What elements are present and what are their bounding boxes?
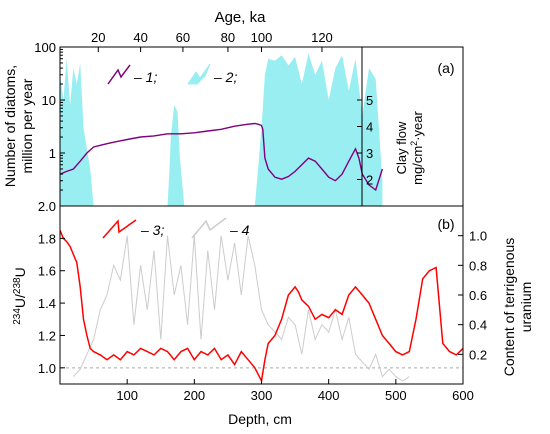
age-tick-label: 20 <box>91 30 105 45</box>
diatom-tick-label: 10 <box>42 93 56 108</box>
depth-tick-label: 400 <box>318 388 340 403</box>
y-left-axis-title-a: Number of diatoms, million per year <box>2 65 35 187</box>
diatom-tick-label: 100 <box>34 40 56 55</box>
panel-b-label: (b) <box>437 216 454 232</box>
y-left-title-b-end: U <box>12 267 28 277</box>
series-4-line <box>73 235 410 382</box>
x-axis-title: Depth, cm <box>228 411 292 427</box>
series-2-area <box>60 53 383 206</box>
legend-b: – 3; – 4 <box>102 217 250 239</box>
age-tick-label: 60 <box>176 30 190 45</box>
axis-ticks: 20 40 60 80 100 12011010023451.01.21.41.61.82… <box>34 30 487 403</box>
legend-1-swatch <box>107 64 131 85</box>
y-left-title-b: 234U/238U <box>12 267 28 325</box>
depth-tick-label: 300 <box>251 388 273 403</box>
series-3-line <box>60 230 463 384</box>
clay-tick-label: 5 <box>366 93 373 108</box>
ratio-tick-label: 1.0 <box>38 361 56 376</box>
y-left-title-b-sup1: 234 <box>12 308 23 325</box>
y-right-title-a-post: ·year <box>410 111 425 141</box>
legend-4-label: – 4 <box>229 222 250 238</box>
y-right-title-a-pre: mg/cm <box>410 146 425 185</box>
y-right-axis-title-b: Content of terrigenous uranium <box>501 238 534 377</box>
y-left-title-a-line2: million per year <box>19 78 35 173</box>
clay-tick-label: 3 <box>366 146 373 161</box>
panel-b-frame <box>59 205 464 385</box>
panel-a-label: (a) <box>437 60 454 76</box>
diatom-line-layer <box>60 122 384 192</box>
y-left-title-b-mid: U/ <box>12 294 28 308</box>
y-right-title-b-line1: Content of terrigenous <box>501 238 517 377</box>
uranium-ratio-layer <box>60 230 463 384</box>
terrigenous-tick-label: 0.8 <box>469 258 487 273</box>
ratio-tick-label: 1.2 <box>38 328 56 343</box>
ratio-tick-label: 1.4 <box>38 296 56 311</box>
terrigenous-tick-label: 0.2 <box>469 347 487 362</box>
terrigenous-tick-label: 0.6 <box>469 288 487 303</box>
legend-3-swatch <box>102 219 137 239</box>
diatom-area-layer <box>60 53 383 206</box>
legend-4-swatch <box>191 217 227 239</box>
terrigenous-uranium-layer <box>73 235 410 382</box>
terrigenous-tick-label: 0.4 <box>469 318 487 333</box>
legend-2-swatch <box>187 63 211 85</box>
clay-tick-label: 4 <box>366 120 373 135</box>
depth-tick-label: 600 <box>452 388 474 403</box>
legend-2-label: – 2; <box>213 69 237 85</box>
depth-tick-label: 500 <box>385 388 407 403</box>
y-left-title-b-sup2: 238 <box>12 277 23 294</box>
ratio-tick-label: 1.6 <box>38 264 56 279</box>
age-tick-label: 100 <box>251 30 273 45</box>
ratio-tick-label: 2.0 <box>38 199 56 214</box>
age-tick-label: 120 <box>311 30 333 45</box>
diatom-tick-label: 1 <box>49 146 56 161</box>
ratio-tick-label: 1.8 <box>38 231 56 246</box>
y-right-title-a-sup: 2 <box>409 141 419 146</box>
depth-tick-label: 200 <box>183 388 205 403</box>
age-tick-label: 80 <box>221 30 235 45</box>
legend-3-label: – 3; <box>140 222 164 238</box>
depth-tick-label: 100 <box>116 388 138 403</box>
clay-tick-label: 2 <box>366 173 373 188</box>
series-1-line <box>60 122 384 192</box>
y-left-title-a-line1: Number of diatoms, <box>2 65 18 187</box>
age-tick-label: 40 <box>133 30 147 45</box>
y-right-title-b-line2: uranium <box>518 282 534 333</box>
terrigenous-tick-label: 1.0 <box>469 229 487 244</box>
y-right-axis-title-a: Clay flow mg/cm2·year <box>394 111 425 185</box>
y-right-title-a-line2: mg/cm2·year <box>409 111 425 185</box>
legend-1-label: – 1; <box>133 69 157 85</box>
y-left-axis-title-b: 234U/238U <box>12 267 28 325</box>
y-right-title-a-line1: Clay flow <box>394 121 409 174</box>
top-axis-title: Age, ka <box>215 9 267 26</box>
legend-a: – 1; – 2; <box>107 63 237 85</box>
